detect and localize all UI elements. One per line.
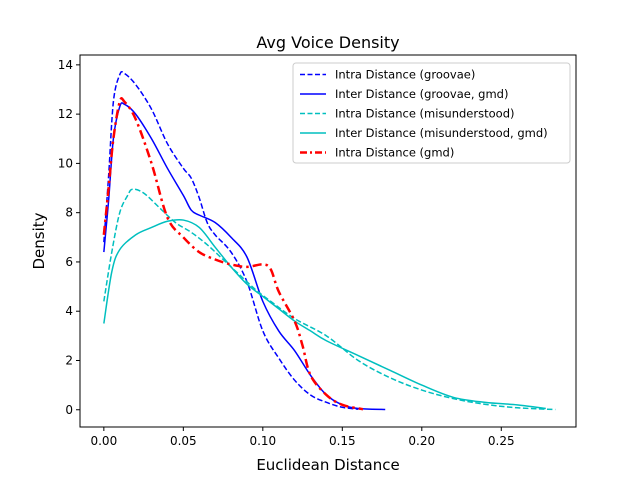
y-tick-label: 10 (58, 156, 73, 170)
x-tick-label: 0.10 (249, 434, 276, 448)
legend-entry-label: Inter Distance (misunderstood, gmd) (335, 126, 548, 140)
x-axis: 0.00 0.05 0.10 0.15 0.20 0.25 (90, 427, 515, 448)
legend-box (292, 62, 571, 164)
x-tick-label: 0.00 (90, 434, 117, 448)
series-line-2 (103, 102, 386, 411)
y-tick-label: 0 (65, 403, 73, 417)
legend-entry-label: Intra Distance (groovae) (335, 68, 475, 82)
y-tick-label: 12 (58, 107, 73, 121)
y-tick-label: 14 (58, 58, 73, 72)
series-line-1 (103, 70, 359, 411)
y-tick-label: 2 (65, 353, 73, 367)
x-tick-label: 0.20 (408, 434, 435, 448)
legend-entry-label: Intra Distance (gmd) (335, 146, 454, 160)
y-axis-label: Density (30, 212, 48, 269)
x-tick-label: 0.15 (329, 434, 356, 448)
x-axis-label: Euclidean Distance (256, 456, 399, 474)
chart-title: Avg Voice Density (256, 33, 399, 52)
y-tick-label: 8 (65, 206, 73, 220)
y-axis: 0 2 4 6 8 10 12 14 (58, 58, 80, 417)
legend-entry-label: Inter Distance (groovae, gmd) (335, 87, 508, 101)
series-line-5 (102, 97, 364, 411)
plot-lines (102, 70, 556, 411)
series-line-3 (103, 188, 556, 411)
plot-frame (79, 54, 577, 428)
legend-entry-label: Intra Distance (misunderstood) (335, 107, 514, 121)
y-tick-label: 6 (65, 255, 73, 269)
series-line-4 (103, 218, 546, 410)
x-tick-label: 0.05 (170, 434, 197, 448)
y-tick-label: 4 (65, 304, 73, 318)
legend: Intra Distance (groovae) Inter Distance (… (292, 62, 571, 164)
x-tick-label: 0.25 (488, 434, 515, 448)
